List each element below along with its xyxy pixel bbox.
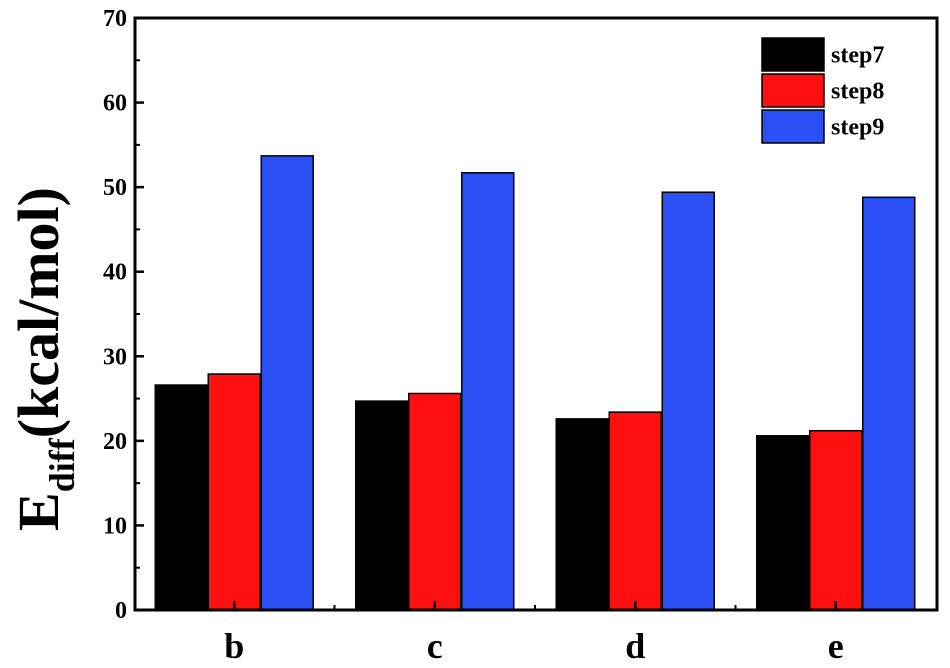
bar-step8-e (809, 429, 863, 611)
x-tick-label-e: e (828, 626, 844, 666)
y-tick-label: 40 (103, 260, 127, 286)
bar-step8-c (408, 392, 462, 611)
y-tick-label: 20 (103, 429, 127, 455)
legend-label-step9: step9 (831, 115, 884, 141)
bar-step9-c (461, 172, 515, 611)
x-axis-ticks: b c d e (224, 601, 844, 666)
legend-label-step7: step7 (831, 43, 884, 69)
bar-step8-d (608, 411, 662, 611)
bar-step7-e (756, 435, 810, 611)
x-tick-label-b: b (224, 626, 244, 666)
bar-step7-c (355, 400, 409, 611)
bar-step9-e (862, 196, 916, 611)
y-tick-label: 0 (115, 598, 127, 624)
bar-step7-b (154, 384, 208, 611)
legend-swatch-step7 (761, 37, 825, 72)
y-tick-label: 70 (103, 6, 127, 32)
x-tick-label-d: d (625, 626, 645, 666)
bar-step7-d (555, 418, 609, 611)
bar-step8-b (207, 373, 261, 611)
y-axis-label-main: E (6, 492, 71, 531)
y-tick-label: 30 (103, 344, 127, 370)
legend: step7 step8 step9 (761, 37, 884, 144)
x-tick-label-c: c (427, 626, 443, 666)
legend-label-step8: step8 (831, 79, 884, 105)
y-axis-label: Ediff(kcal/mol) (6, 187, 82, 531)
bars-group (154, 155, 916, 611)
svg-text:Ediff(kcal/mol): Ediff(kcal/mol) (6, 187, 82, 531)
legend-swatch-step9 (761, 109, 825, 144)
y-axis-ticks: 0 10 20 30 40 50 60 70 (103, 6, 144, 624)
y-tick-label: 50 (103, 175, 127, 201)
legend-swatch-step8 (761, 73, 825, 108)
y-tick-label: 60 (103, 91, 127, 117)
y-axis-label-units: (kcal/mol) (6, 187, 71, 438)
y-tick-label: 10 (103, 513, 127, 539)
bar-step9-b (260, 155, 314, 611)
y-axis-label-subscript: diff (42, 437, 82, 492)
bar-step9-d (661, 191, 715, 611)
